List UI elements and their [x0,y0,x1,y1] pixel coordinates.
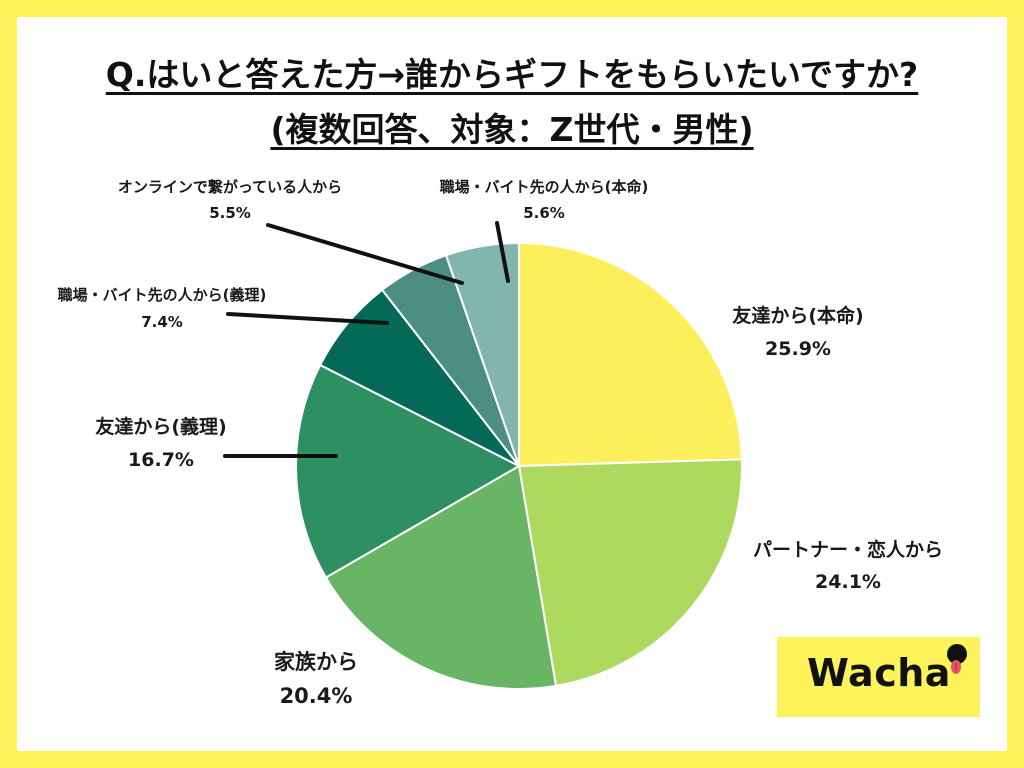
slice-value-label: 16.7% [128,449,194,471]
slice-label: 職場・バイト先の人から(義理) [58,286,267,304]
leader-line [495,221,510,283]
leader-line [266,223,464,285]
slice-label: パートナー・恋人から [753,538,943,561]
slice-value-label: 20.4% [280,684,353,708]
slice-value-label: 25.9% [765,338,831,360]
slice-value-label: 7.4% [141,313,183,331]
pie-slice [517,458,743,688]
pie-slice [518,241,743,468]
slice-label: 友達から(本命) [732,304,863,327]
leader-lines [223,221,510,458]
chart-title-line1: Q.はいと答えた方→誰からギフトをもらいたいですか? [105,55,919,94]
leader-line [226,312,389,325]
slice-label: 家族から [274,650,358,674]
pie-slice [295,363,522,579]
tongue-face-icon [947,644,967,674]
logo-text: Wacha [807,651,951,695]
pie-slices [295,241,743,690]
slice-label: オンラインで繋がっている人から [118,178,342,196]
slice-value-label: 5.5% [209,204,251,222]
slice-label: 友達から(義理) [95,415,226,438]
pie-slice [444,241,520,467]
chart-title-line2: (複数回答、対象：Z世代・男性) [270,110,754,149]
wacha-logo: Wacha [777,637,980,717]
pie-slice [324,464,558,690]
slice-label: 職場・バイト先の人から(本命) [440,178,649,196]
slice-value-label: 5.6% [523,204,565,222]
slice-value-label: 24.1% [815,571,881,593]
slice-labels: 友達から(本命) 25.9% パートナー・恋人から 24.1% 家族から 20.4% 友達か… [58,178,943,708]
